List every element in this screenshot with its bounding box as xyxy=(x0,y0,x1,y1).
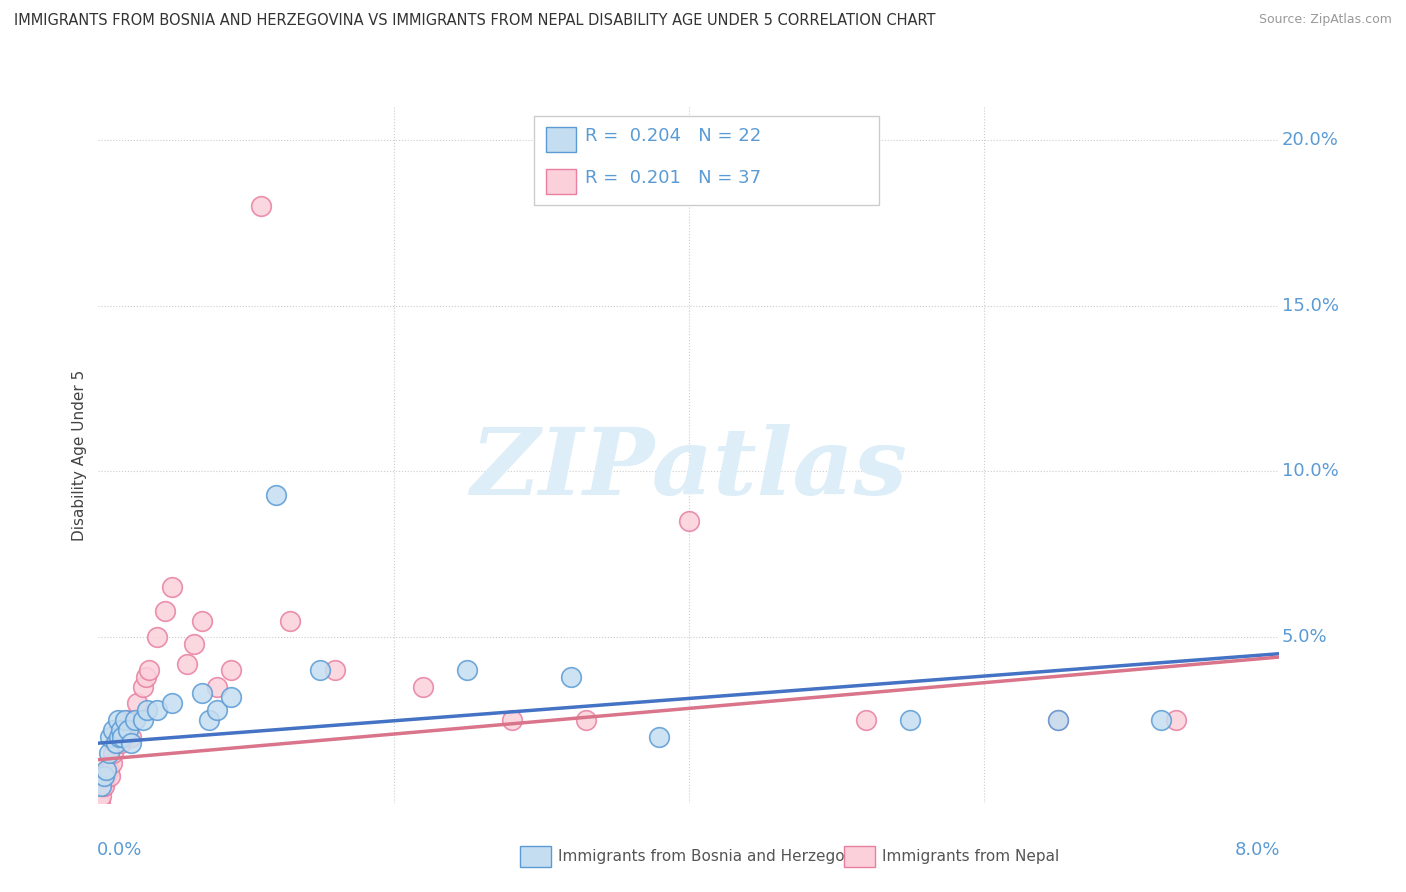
Point xyxy=(91,779,114,793)
Point xyxy=(93,769,115,783)
Point xyxy=(560,670,582,684)
Point xyxy=(501,713,523,727)
Text: 5.0%: 5.0% xyxy=(1282,628,1327,646)
Point xyxy=(108,730,131,744)
Point xyxy=(205,680,228,694)
Point xyxy=(219,690,242,704)
Text: Source: ZipAtlas.com: Source: ZipAtlas.com xyxy=(1258,13,1392,27)
Point xyxy=(125,697,148,711)
Point xyxy=(124,713,146,727)
Point xyxy=(1164,713,1187,727)
Point xyxy=(412,680,434,694)
Point xyxy=(117,713,139,727)
Point xyxy=(105,736,128,750)
Point xyxy=(264,488,287,502)
Point xyxy=(1046,713,1069,727)
Point xyxy=(146,630,169,644)
Point xyxy=(308,663,332,677)
Text: 20.0%: 20.0% xyxy=(1282,131,1339,149)
Point xyxy=(138,663,160,677)
Point xyxy=(1046,713,1069,727)
Point xyxy=(198,713,221,727)
Point xyxy=(97,763,120,777)
Point xyxy=(111,730,134,744)
Point xyxy=(132,713,155,727)
Point xyxy=(94,763,117,777)
Point xyxy=(278,614,301,628)
Text: 10.0%: 10.0% xyxy=(1282,462,1339,481)
Point xyxy=(117,723,139,737)
Point xyxy=(136,703,159,717)
Point xyxy=(114,723,136,737)
Point xyxy=(108,730,131,744)
Point xyxy=(648,730,671,744)
Text: 0.0%: 0.0% xyxy=(97,841,142,859)
Point xyxy=(898,713,921,727)
Point xyxy=(855,713,877,727)
Point xyxy=(90,779,112,793)
Point xyxy=(250,199,273,213)
Point xyxy=(100,756,122,770)
Point xyxy=(111,723,134,737)
Text: 8.0%: 8.0% xyxy=(1234,841,1281,859)
Point xyxy=(110,736,132,750)
Point xyxy=(104,736,127,750)
Point xyxy=(132,680,155,694)
Point xyxy=(93,779,115,793)
Text: R =  0.201   N = 37: R = 0.201 N = 37 xyxy=(585,169,761,187)
Point xyxy=(135,670,157,684)
Text: IMMIGRANTS FROM BOSNIA AND HERZEGOVINA VS IMMIGRANTS FROM NEPAL DISABILITY AGE U: IMMIGRANTS FROM BOSNIA AND HERZEGOVINA V… xyxy=(14,13,935,29)
Point xyxy=(153,604,176,618)
Text: 15.0%: 15.0% xyxy=(1282,297,1339,315)
Point xyxy=(103,746,124,760)
Text: ZIPatlas: ZIPatlas xyxy=(471,424,907,514)
Point xyxy=(146,703,169,717)
Point xyxy=(89,796,111,810)
Point xyxy=(191,686,214,700)
Point xyxy=(162,697,183,711)
Point xyxy=(90,789,112,804)
Point xyxy=(105,730,128,744)
Point xyxy=(176,657,198,671)
Point xyxy=(205,703,228,717)
Point xyxy=(96,763,118,777)
Point xyxy=(678,514,700,528)
Point xyxy=(183,637,205,651)
Point xyxy=(94,769,117,783)
Point xyxy=(323,663,346,677)
Point xyxy=(1150,713,1173,727)
Point xyxy=(456,663,478,677)
Point xyxy=(162,581,183,595)
Point xyxy=(122,713,145,727)
Point xyxy=(114,713,136,727)
Point xyxy=(219,663,242,677)
Point xyxy=(574,713,596,727)
Text: Immigrants from Nepal: Immigrants from Nepal xyxy=(882,849,1059,863)
Point xyxy=(103,723,124,737)
Point xyxy=(98,730,121,744)
Point xyxy=(98,769,121,783)
Point xyxy=(110,723,132,737)
Text: R =  0.204   N = 22: R = 0.204 N = 22 xyxy=(585,128,761,145)
Point xyxy=(120,730,142,744)
Y-axis label: Disability Age Under 5: Disability Age Under 5 xyxy=(72,369,87,541)
Point xyxy=(191,614,214,628)
Text: Immigrants from Bosnia and Herzegovina: Immigrants from Bosnia and Herzegovina xyxy=(558,849,877,863)
Point xyxy=(97,746,120,760)
Point xyxy=(107,713,129,727)
Point xyxy=(120,736,142,750)
